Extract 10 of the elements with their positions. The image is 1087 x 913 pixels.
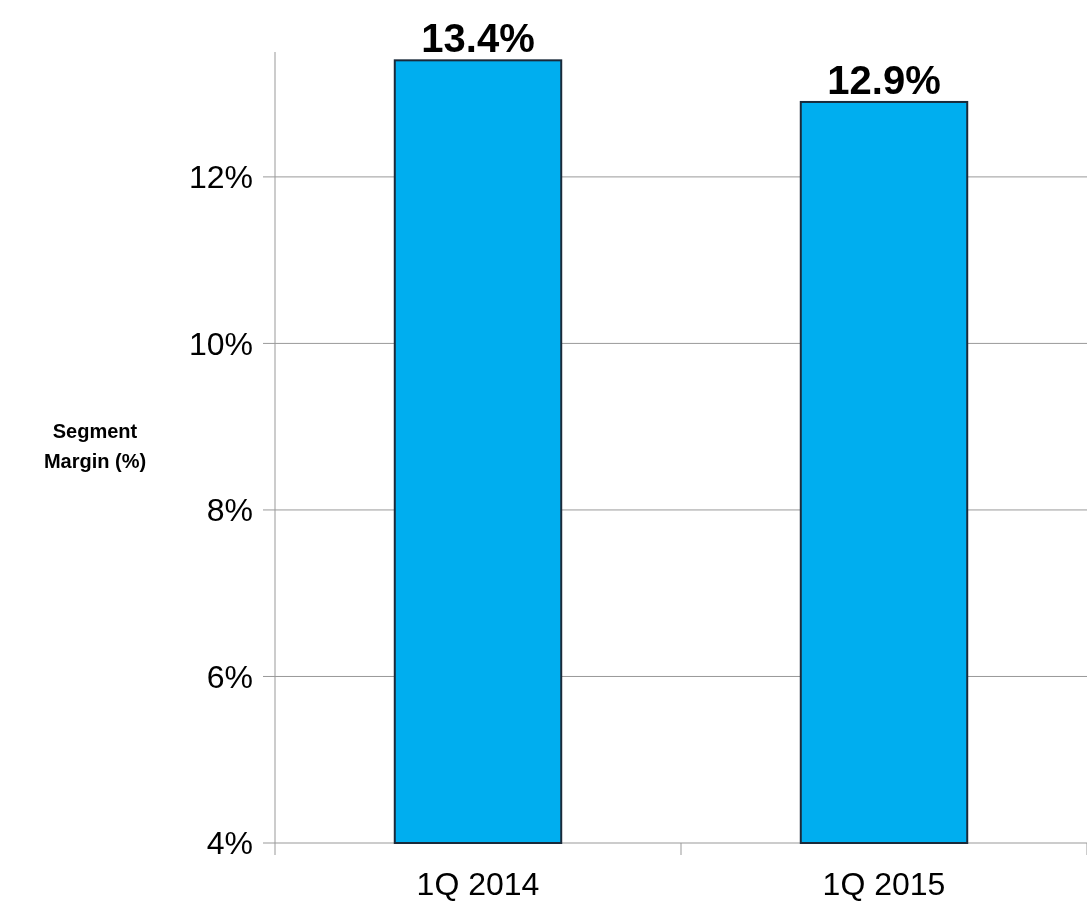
y-tick-label: 6%	[206, 658, 253, 695]
x-tick-label: 1Q 2014	[416, 866, 540, 902]
y-tick-label: 10%	[188, 325, 253, 362]
y-tick-label: 8%	[206, 492, 253, 529]
y-tick-label: 12%	[188, 159, 253, 196]
y-tick-label: 4%	[206, 825, 253, 862]
data-label: 13.4%	[421, 16, 535, 61]
data-label: 12.9%	[827, 57, 941, 102]
y-axis-title: Segment Margin (%)	[43, 420, 147, 472]
x-tick-label: 1Q 2015	[822, 866, 946, 902]
